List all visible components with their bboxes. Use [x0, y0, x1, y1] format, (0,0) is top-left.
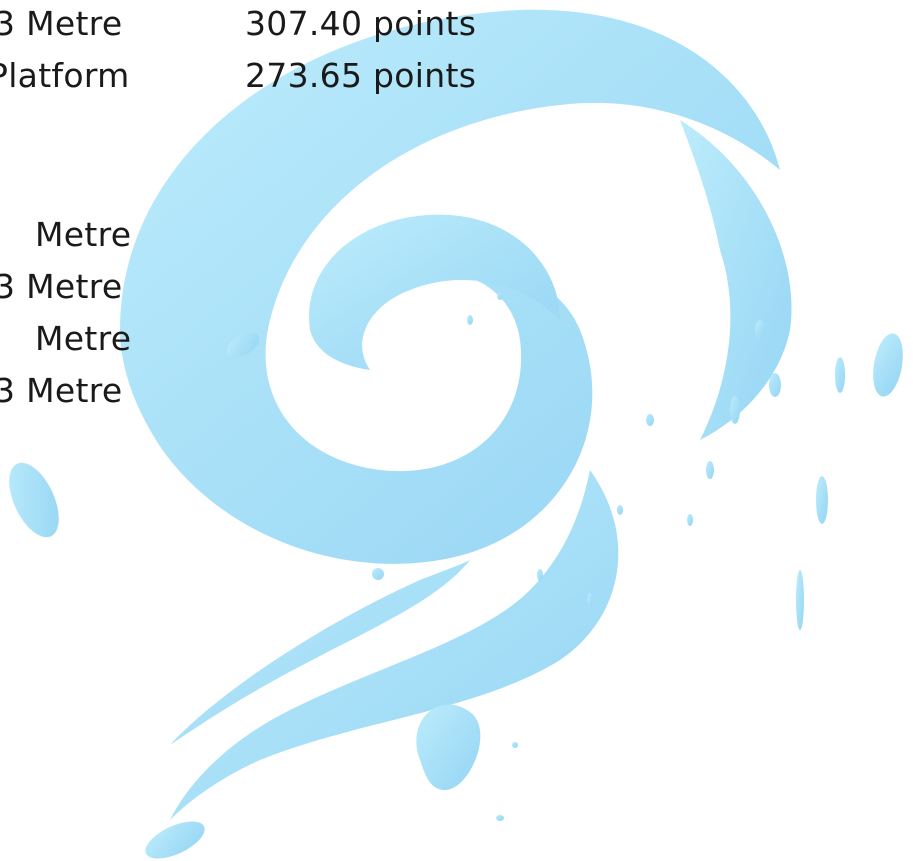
result-score-value: 273.65 points	[245, 56, 477, 95]
event-list-item: Metre	[35, 215, 132, 254]
result-event-label: Platform	[0, 56, 130, 95]
event-list-item: Metre	[35, 319, 132, 358]
event-list-item: 3 Metre	[0, 371, 123, 410]
result-event-label: 3 Metre	[0, 4, 123, 43]
result-score-value: 307.40 points	[245, 4, 477, 43]
event-list-item: 3 Metre	[0, 267, 123, 306]
